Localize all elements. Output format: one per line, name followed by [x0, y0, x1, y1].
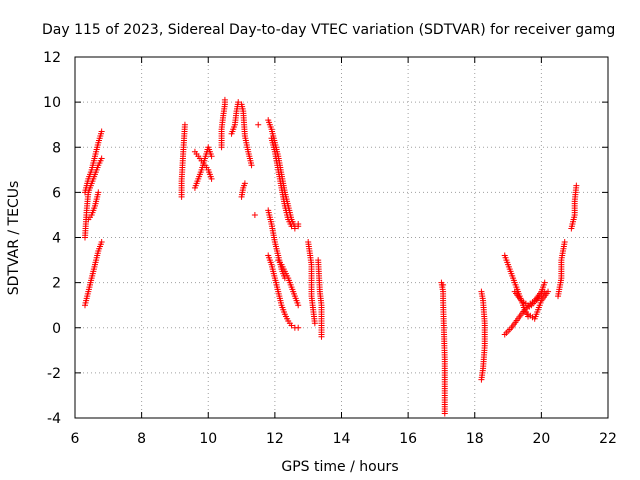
data-point: [241, 180, 248, 187]
data-point: [235, 99, 242, 106]
data-point: [291, 225, 298, 232]
data-point: [295, 223, 302, 230]
data-point: [98, 239, 105, 246]
data-point: [573, 182, 580, 189]
chart-title: Day 115 of 2023, Sidereal Day-to-day VTE…: [42, 22, 615, 38]
data-point: [288, 223, 295, 230]
x-tick-label: 20: [532, 431, 550, 447]
y-tick-label: 12: [43, 50, 61, 66]
data-point: [221, 96, 228, 103]
y-tick-label: -4: [47, 411, 61, 427]
data-point: [208, 153, 215, 160]
data-point: [295, 324, 302, 331]
x-tick-label: 16: [399, 431, 417, 447]
data-point: [208, 175, 215, 182]
data-point: [181, 121, 188, 128]
data-point: [318, 333, 325, 340]
y-tick-label: 10: [43, 95, 61, 111]
y-tick-label: -2: [47, 366, 61, 382]
x-tick-label: 14: [333, 431, 351, 447]
data-point: [441, 410, 448, 417]
data-point: [478, 376, 485, 383]
data-point: [541, 279, 548, 286]
data-points: [81, 96, 580, 417]
data-point: [251, 211, 258, 218]
x-tick-label: 18: [466, 431, 484, 447]
y-tick-label: 4: [52, 231, 61, 247]
data-point: [98, 128, 105, 135]
x-tick-label: 10: [199, 431, 217, 447]
data-point: [295, 302, 302, 309]
data-point: [561, 239, 568, 246]
x-tick-label: 6: [71, 431, 80, 447]
data-point: [95, 189, 102, 196]
data-point: [255, 121, 262, 128]
x-tick-label: 8: [137, 431, 146, 447]
y-axis-label: SDTVAR / TECUs: [6, 181, 22, 296]
y-tick-label: 2: [52, 276, 61, 292]
y-tick-label: 0: [52, 321, 61, 337]
x-axis-label: GPS time / hours: [281, 459, 398, 475]
y-tick-label: 8: [52, 140, 61, 156]
data-point: [98, 155, 105, 162]
data-point: [248, 162, 255, 169]
x-tick-label: 22: [599, 431, 617, 447]
y-tick-label: 6: [52, 185, 61, 201]
grid: [75, 57, 608, 418]
data-point: [311, 320, 318, 327]
x-tick-label: 12: [266, 431, 284, 447]
data-point: [288, 322, 295, 329]
data-point: [440, 281, 447, 288]
data-point: [545, 288, 552, 295]
axis-ticks: 6 8 10 12 14 16 18 20 22 -4 -2 0 2 4 6 8 10 12: [43, 50, 617, 447]
